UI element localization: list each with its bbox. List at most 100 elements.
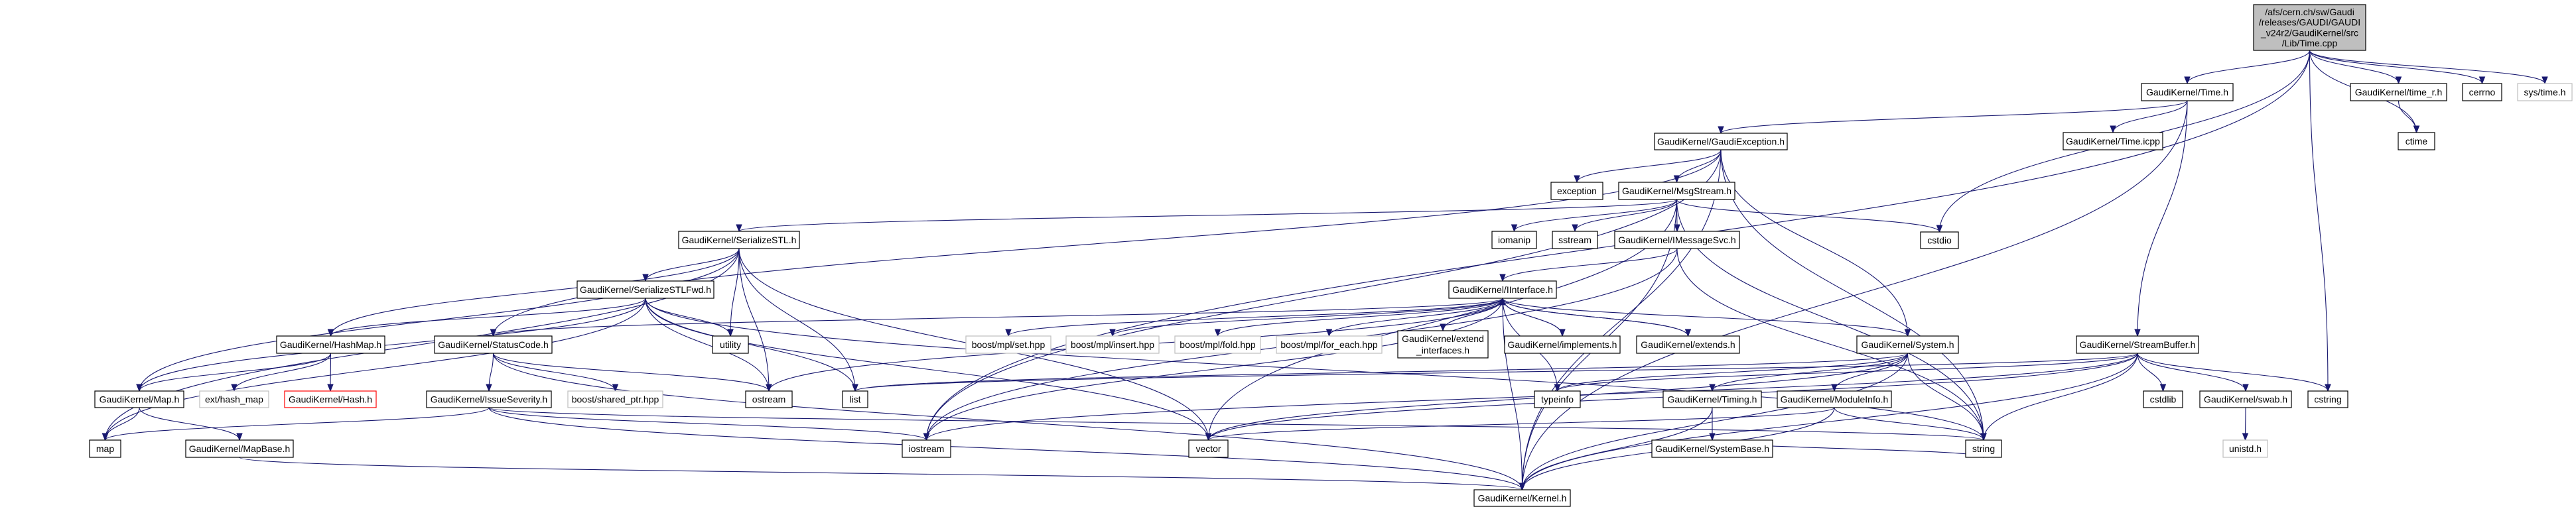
node-typeinfo[interactable]: typeinfo xyxy=(1534,390,1581,408)
node-box xyxy=(89,439,121,458)
node-sys-time-h[interactable]: sys/time.h xyxy=(2517,83,2573,101)
node-box xyxy=(1856,335,1959,354)
node-boost-mpl-fold[interactable]: boost/mpl/fold.hpp xyxy=(1174,335,1261,354)
node-system-h[interactable]: GaudiKernel/System.h xyxy=(1856,335,1959,354)
edge-iinterface-h-to-boost-mpl-fold xyxy=(1217,298,1503,337)
arrowhead-icon xyxy=(1499,297,1506,306)
node-implements-h[interactable]: GaudiKernel/implements.h xyxy=(1504,335,1621,354)
node-cstdlib[interactable]: cstdlib xyxy=(2143,390,2183,408)
node-label: map xyxy=(96,443,114,454)
node-hashmap-h[interactable]: GaudiKernel/HashMap.h xyxy=(276,335,385,354)
node-issueseverity-h[interactable]: GaudiKernel/IssueSeverity.h xyxy=(426,390,552,408)
edge-system-h-to-timing-h xyxy=(1712,353,1909,392)
node-cstdio[interactable]: cstdio xyxy=(1920,231,1959,249)
arrowhead-icon xyxy=(2242,384,2249,392)
edge-mapbase-h-to-kernel-h xyxy=(239,457,1523,490)
arrowhead-icon xyxy=(102,433,109,441)
node-label: string xyxy=(1972,443,1995,454)
node-boost-mpl-insert[interactable]: boost/mpl/insert.hpp xyxy=(1065,335,1160,354)
edge-hashmap-h-to-map-h xyxy=(139,353,332,392)
node-gaudi-exception-h[interactable]: GaudiKernel/GaudiException.h xyxy=(1654,133,1788,150)
node-map-h[interactable]: GaudiKernel/Map.h xyxy=(94,390,184,408)
node-iomanip[interactable]: iomanip xyxy=(1491,231,1537,249)
node-kernel-h[interactable]: GaudiKernel/Kernel.h xyxy=(1473,489,1571,507)
node-box xyxy=(902,439,951,458)
node-hash-h[interactable]: GaudiKernel/Hash.h xyxy=(284,390,377,408)
arrowhead-icon xyxy=(1574,175,1580,184)
arrowhead-icon xyxy=(2325,384,2331,392)
node-swab-h[interactable]: GaudiKernel/swab.h xyxy=(2199,390,2292,408)
edge-iinterface-h-to-system-h xyxy=(1502,298,1909,337)
node-vector[interactable]: vector xyxy=(1188,439,1229,458)
node-systembase-h[interactable]: GaudiKernel/SystemBase.h xyxy=(1651,439,1773,458)
node-box xyxy=(1654,133,1788,150)
edge-msgstream-h-to-cstdio xyxy=(1676,199,1940,233)
node-timing-h[interactable]: GaudiKernel/Timing.h xyxy=(1662,390,1762,408)
edge-serializestlfwd-h-to-list xyxy=(645,298,856,392)
node-streambuffer-h[interactable]: GaudiKernel/StreamBuffer.h xyxy=(2076,335,2199,354)
node-string[interactable]: string xyxy=(1965,439,2002,458)
node-statuscode-h[interactable]: GaudiKernel/StatusCode.h xyxy=(434,335,553,354)
node-imessagesvc-h[interactable]: GaudiKernel/IMessageSvc.h xyxy=(1614,231,1740,249)
node-exception[interactable]: exception xyxy=(1550,182,1603,200)
edge-msgstream-h-to-sstream xyxy=(1574,199,1678,232)
node-serializestl-h[interactable]: GaudiKernel/SerializeSTL.h xyxy=(678,231,800,249)
edge-system-h-to-moduleinfo-h xyxy=(1834,353,1909,392)
node-ostream[interactable]: ostream xyxy=(745,390,793,408)
edge-root-to-time-r-h xyxy=(2309,50,2400,84)
node-box xyxy=(1473,489,1571,507)
node-ctime[interactable]: ctime xyxy=(2398,132,2435,150)
edge-streambuffer-h-to-iostream xyxy=(925,353,2138,441)
node-box xyxy=(94,390,184,408)
node-time-icpp[interactable]: GaudiKernel/Time.icpp xyxy=(2063,132,2163,150)
node-boost-shared-ptr[interactable]: boost/shared_ptr.hpp xyxy=(567,390,663,408)
arrowhead-icon xyxy=(1499,274,1506,282)
node-unistd-h[interactable]: unistd.h xyxy=(2222,439,2268,458)
arrowhead-icon xyxy=(2395,76,2402,85)
node-extend-interfaces-h[interactable]: GaudiKernel/extend_interfaces.h xyxy=(1397,330,1489,359)
node-box xyxy=(426,390,552,408)
node-box xyxy=(434,335,553,354)
node-boost-mpl-for-each[interactable]: boost/mpl/for_each.hpp xyxy=(1276,335,1383,354)
node-time-h[interactable]: GaudiKernel/Time.h xyxy=(2141,83,2234,101)
node-iinterface-h[interactable]: GaudiKernel/IInterface.h xyxy=(1448,280,1557,299)
node-label: boost/mpl/fold.hpp xyxy=(1180,339,1256,350)
node-box xyxy=(745,390,793,408)
edge-serializestl-h-to-list xyxy=(738,248,856,392)
node-moduleinfo-h[interactable]: GaudiKernel/ModuleInfo.h xyxy=(1777,390,1892,408)
node-iostream[interactable]: iostream xyxy=(902,439,951,458)
node-cstring[interactable]: cstring xyxy=(2307,390,2348,408)
node-boost-mpl-set[interactable]: boost/mpl/set.hpp xyxy=(965,335,1051,354)
edge-system-h-to-list xyxy=(854,353,1909,392)
node-box xyxy=(2517,83,2573,101)
node-label: ext/hash_map xyxy=(205,394,263,405)
node-sstream[interactable]: sstream xyxy=(1552,231,1598,249)
arrowhead-icon xyxy=(2184,76,2191,85)
edge-system-h-to-typeinfo xyxy=(1556,353,1909,392)
node-extends-h[interactable]: GaudiKernel/extends.h xyxy=(1636,335,1740,354)
node-root[interactable]: /afs/cern.ch/sw/Gaudi/releases/GAUDI/GAU… xyxy=(2253,4,2366,51)
node-box xyxy=(1534,390,1581,408)
node-utility[interactable]: utility xyxy=(712,335,749,354)
node-ext-hash-map[interactable]: ext/hash_map xyxy=(199,390,269,408)
node-box xyxy=(1065,335,1160,354)
node-map[interactable]: map xyxy=(89,439,121,458)
node-time-r-h[interactable]: GaudiKernel/time_r.h xyxy=(2350,83,2447,101)
edge-streambuffer-h-to-list xyxy=(854,353,2138,392)
node-mapbase-h[interactable]: GaudiKernel/MapBase.h xyxy=(185,439,294,458)
edge-moduleinfo-h-to-string xyxy=(1834,407,1984,441)
node-cerrno[interactable]: cerrno xyxy=(2462,83,2502,101)
edge-serializestlfwd-h-to-hashmap-h xyxy=(330,298,646,337)
node-label: GaudiKernel/Time.h xyxy=(2146,87,2228,97)
node-box xyxy=(2462,83,2502,101)
edge-map-h-to-map xyxy=(104,407,140,441)
node-box xyxy=(276,335,385,354)
arrowhead-icon xyxy=(1205,433,1212,441)
node-label: GaudiKernel/Hash.h xyxy=(289,394,372,405)
edge-iinterface-h-to-statuscode-h xyxy=(492,298,1503,337)
edge-root-to-cstring xyxy=(2309,50,2329,392)
edge-time-h-to-time-icpp xyxy=(2112,100,2188,133)
node-serializestlfwd-h[interactable]: GaudiKernel/SerializeSTLFwd.h xyxy=(576,280,714,299)
node-list[interactable]: list xyxy=(842,390,868,408)
node-msgstream-h[interactable]: GaudiKernel/MsgStream.h xyxy=(1618,182,1735,200)
